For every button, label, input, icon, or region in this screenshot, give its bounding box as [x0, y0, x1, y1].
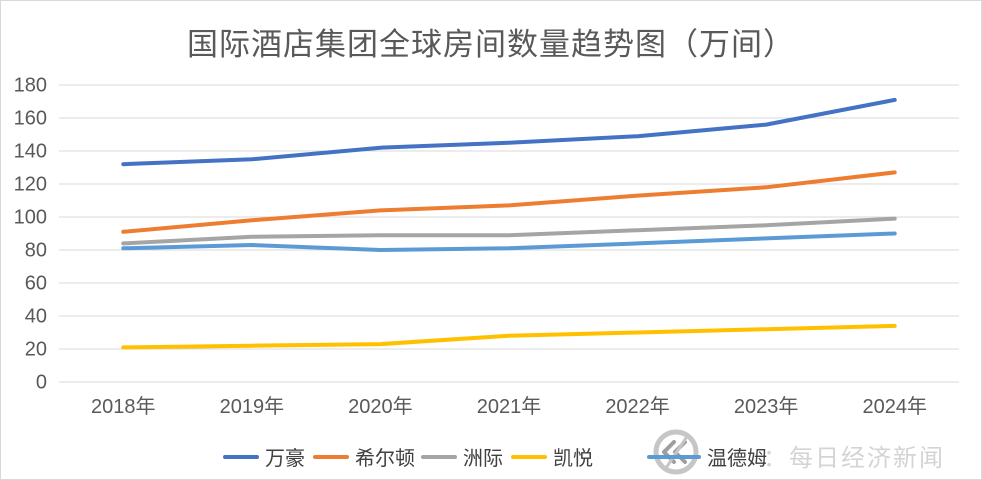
y-tick-label: 40 [25, 306, 47, 328]
legend-label-hilton: 希尔顿 [355, 448, 415, 470]
series-line-wyndham [121, 231, 897, 252]
x-axis-label: 2019年 [220, 395, 285, 418]
x-axis-label: 2023年 [734, 395, 799, 418]
y-tick-label: 160 [14, 108, 47, 130]
legend-marker-hilton [313, 454, 349, 459]
legend-item-ihg: 洲际 [421, 442, 503, 471]
y-tick-label: 100 [14, 207, 47, 229]
y-tick-label: 120 [14, 174, 47, 196]
series-line-hilton [121, 170, 897, 234]
x-axis-label: 2018年 [91, 395, 156, 418]
legend-marker-ihg [421, 454, 457, 459]
legend-item-marriott: 万豪 [223, 442, 305, 471]
y-tick-label: 0 [36, 372, 47, 394]
legend-marker-wyndham [647, 454, 701, 459]
legend-item-hyatt: 凯悦 [511, 442, 593, 471]
legend: 万豪 希尔顿 洲际 凯悦 温德姆 [223, 442, 767, 471]
x-axis-label: 2022年 [605, 395, 670, 418]
legend-marker-marriott [223, 454, 259, 459]
legend-marker-hyatt [511, 454, 547, 459]
series-line-hyatt [121, 323, 897, 350]
x-axis-label: 2024年 [862, 395, 927, 418]
series-line-marriott [121, 97, 897, 167]
y-tick-label: 140 [14, 141, 47, 163]
legend-label-ihg: 洲际 [463, 448, 503, 470]
chart-title: 国际酒店集团全球房间数量趋势图（万间） [187, 27, 795, 62]
legend-label-marriott: 万豪 [265, 448, 305, 470]
series-line-ihg [121, 216, 897, 246]
y-tick-label: 180 [14, 75, 47, 97]
y-tick-label: 80 [25, 240, 47, 262]
legend-label-hyatt: 凯悦 [553, 448, 593, 470]
y-tick-label: 20 [25, 339, 47, 361]
legend-label-wyndham: 温德姆 [707, 448, 767, 470]
y-tick-label: 60 [25, 273, 47, 295]
legend-item-wyndham: 温德姆 [647, 442, 767, 471]
x-axis-label: 2020年 [348, 395, 413, 418]
legend-item-hilton: 希尔顿 [313, 442, 415, 471]
x-axis-label: 2021年 [477, 395, 542, 418]
